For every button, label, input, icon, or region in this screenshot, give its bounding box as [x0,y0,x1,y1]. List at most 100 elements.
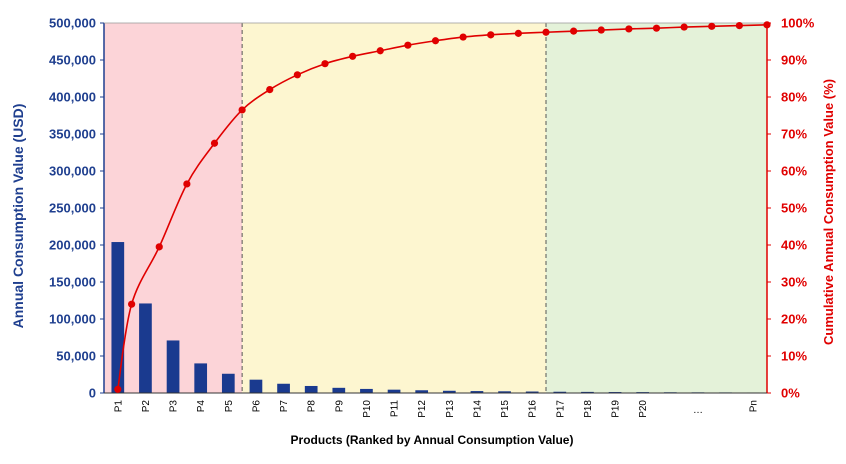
cumulative-point [597,26,605,34]
zone-2 [242,23,546,393]
category-label: … [693,405,703,416]
x-axis-title: Products (Ranked by Annual Consumption V… [291,433,574,447]
cumulative-point [128,300,136,308]
cumulative-point [652,24,661,32]
cumulative-point [238,106,246,114]
cumulative-point [293,71,301,79]
category-label: P6 [251,400,262,413]
cumulative-point [155,243,163,251]
cumulative-point [459,33,467,41]
cumulative-point [183,180,191,188]
category-label: P11 [390,400,401,417]
left-tick-label: 500,000 [49,16,96,31]
right-tick-label: 70% [781,127,807,142]
zone-3 [546,23,767,393]
category-label: P4 [196,400,207,413]
bar-6 [249,379,263,393]
bar-12 [415,390,429,393]
bar-16 [525,391,539,393]
bar-9 [332,387,346,393]
right-tick-label: 50% [781,201,807,216]
category-label: P17 [555,400,566,418]
left-tick-label: 450,000 [49,53,96,68]
cumulative-point [570,27,578,35]
zone-1 [104,23,243,393]
category-label: P8 [307,400,318,413]
bar-11 [387,389,401,393]
cumulative-point [376,47,384,55]
left-tick-label: 300,000 [49,164,96,179]
cumulative-point [708,22,716,30]
bar-7 [277,383,290,393]
left-tick-label: 150,000 [49,275,96,290]
cumulative-point [210,139,219,147]
category-label: P20 [638,400,649,418]
bar-13 [442,390,456,393]
bar-5 [221,373,235,393]
category-label: P5 [224,400,235,413]
cumulative-point [680,23,688,31]
category-label: P14 [472,400,483,418]
category-label: P7 [279,400,290,413]
right-tick-label: 20% [781,312,807,327]
category-label: P2 [141,400,152,413]
cumulative-point [487,31,495,39]
cumulative-point [114,385,122,393]
category-label: P1 [113,400,124,413]
bar-2 [139,303,152,393]
right-tick-label: 10% [781,349,807,364]
right-axis-ticks: 0% 10% 20% 30% 40% 50% 60% 70% 80% 90% 100% [767,16,815,401]
cumulative-point [625,25,633,33]
right-tick-label: 0% [781,386,800,401]
right-tick-label: 40% [781,238,807,253]
y-axis-title-right: Cumulative Annual Consumption Value (%) [821,79,836,345]
category-label: P10 [362,400,373,418]
zone-dividers [241,23,547,393]
left-tick-label: 200,000 [49,238,96,253]
category-label: Pn [749,400,760,412]
right-tick-label: 60% [781,164,807,179]
bar-10 [360,388,373,393]
bar-8 [304,385,318,393]
bar-3 [166,340,180,393]
bar-18 [581,391,594,393]
category-label: P3 [169,400,180,413]
category-label: P19 [611,400,622,418]
bar-4 [194,363,208,393]
cumulative-point [404,41,412,49]
left-tick-label: 400,000 [49,90,96,105]
category-label: P15 [500,400,511,418]
left-tick-label: 350,000 [49,127,96,142]
cumulative-point [321,60,329,68]
category-label: P16 [528,400,539,418]
category-label: P18 [583,400,594,418]
cumulative-point [431,37,440,45]
bar-17 [553,391,567,393]
bar-1 [111,242,125,393]
right-tick-label: 90% [781,53,807,68]
left-tick-label: 100,000 [49,312,96,327]
cumulative-point [763,21,771,29]
abc-zones [104,23,767,393]
cumulative-line-series [114,21,771,393]
cumulative-point [542,28,550,36]
left-tick-label: 250,000 [49,201,96,216]
y-axis-title-left: Annual Consumption Value (USD) [10,104,26,329]
cumulative-point [514,29,522,37]
right-tick-label: 30% [781,275,807,290]
cumulative-point [349,52,357,60]
category-label: P9 [334,400,345,413]
category-labels: P1 P2 P3 P4 P5 P6 P7 P8 P9 P10 P11 P12 P13 P14 P15 P16 P… [113,400,759,418]
left-tick-label: 0 [89,386,96,401]
bar-series [111,242,760,394]
bar-15 [498,391,511,393]
right-tick-label: 80% [781,90,807,105]
left-tick-label: 50,000 [56,349,96,364]
right-tick-label: 100% [781,16,815,31]
category-label: P13 [445,400,456,418]
cumulative-point [266,86,274,94]
cumulative-point [735,21,743,30]
bar-14 [470,391,484,393]
category-label: P12 [417,400,428,418]
